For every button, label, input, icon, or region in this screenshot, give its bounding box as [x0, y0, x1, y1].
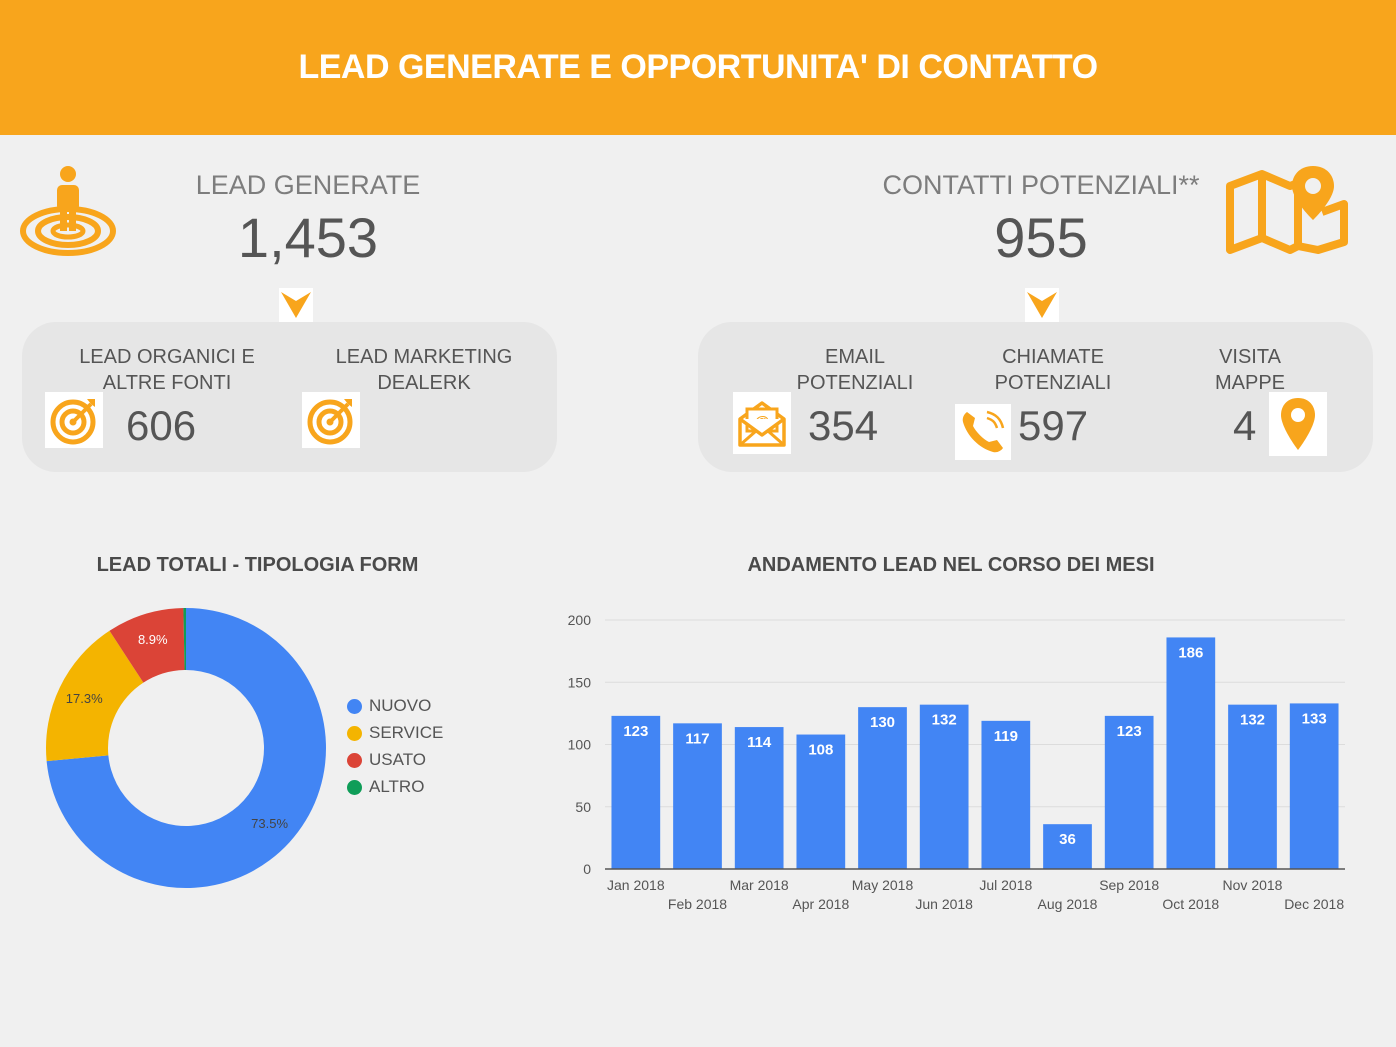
- bar: [611, 715, 661, 869]
- header-bar: LEAD GENERATE E OPPORTUNITA' DI CONTATTO: [0, 0, 1396, 135]
- bar-data-label: 132: [932, 712, 957, 729]
- person-target-icon: [20, 166, 116, 256]
- lead-generate-label: LEAD GENERATE: [195, 170, 421, 200]
- y-tick-label: 100: [568, 737, 592, 753]
- map-pin-icon: [1226, 166, 1348, 254]
- donut-slice-service: [46, 630, 144, 762]
- donut-chart-title: LEAD TOTALI - TIPOLOGIA FORM: [96, 554, 419, 576]
- bar-chart-title: ANDAMENTO LEAD NEL CORSO DEI MESI: [747, 554, 1155, 576]
- bar-data-label: 186: [1178, 644, 1203, 661]
- x-tick-label: Dec 2018: [1284, 896, 1344, 912]
- visita-mappe-label: VISITA MAPPE: [1214, 346, 1286, 394]
- bar-data-label: 119: [994, 728, 1018, 745]
- y-tick-label: 50: [575, 799, 591, 815]
- donut-slice-nuovo: [46, 608, 326, 888]
- donut-slice-label: 73.5%: [251, 816, 288, 831]
- x-tick-label: Apr 2018: [792, 896, 849, 912]
- donut-slice-usato: [109, 608, 185, 683]
- donut-slice-altro: [183, 608, 186, 671]
- bar: [919, 704, 969, 869]
- donut-chart: 73.5% 17.3% 8.9%: [46, 608, 326, 888]
- contatti-potenziali-value: 955: [994, 206, 1088, 269]
- phone-icon: [955, 404, 1011, 460]
- email-potenziali-label: EMAIL POTENZIALI: [796, 346, 914, 394]
- bar: [1104, 715, 1154, 869]
- x-tick-label: Jan 2018: [607, 877, 665, 893]
- legend-swatch: [347, 725, 362, 741]
- x-tick-label: Sep 2018: [1099, 877, 1159, 893]
- bar: [981, 720, 1031, 869]
- bar: [1043, 824, 1092, 869]
- bar: [734, 727, 784, 869]
- bar: [796, 734, 846, 869]
- x-tick-label: Aug 2018: [1038, 896, 1098, 912]
- x-tick-label: Mar 2018: [730, 877, 789, 893]
- lead-marketing-label: LEAD MARKETING DEALERK: [335, 346, 513, 394]
- donut-slice-label: 8.9%: [138, 632, 168, 647]
- bar: [673, 723, 722, 869]
- y-tick-label: 150: [568, 674, 592, 690]
- bar: [1166, 637, 1216, 869]
- down-arrow-icon: [1025, 288, 1059, 322]
- legend-swatch: [347, 779, 362, 795]
- legend-label: SERVICE: [369, 723, 444, 742]
- legend-label: NUOVO: [369, 696, 432, 715]
- bar-data-label: 132: [1240, 712, 1265, 729]
- bar-data-label: 108: [808, 742, 833, 759]
- target-icon: [45, 392, 103, 448]
- lead-organici-label: LEAD ORGANICI E ALTRE FONTI: [79, 346, 255, 394]
- bar-chart: 0 50 100 150 200 123 Jan 2018 117 Feb 2018 114 Mar…: [568, 612, 1345, 912]
- bar: [858, 707, 907, 869]
- legend-item-usato: USATO: [347, 750, 426, 770]
- lead-generate-value: 1,453: [237, 206, 379, 269]
- bar: [1289, 703, 1339, 869]
- bar-data-label: 123: [623, 723, 648, 740]
- legend-label: USATO: [369, 750, 426, 769]
- down-arrow-icon: [279, 288, 313, 322]
- x-tick-label: Nov 2018: [1223, 877, 1283, 893]
- y-tick-label: 0: [583, 861, 591, 877]
- y-tick-label: 200: [568, 612, 592, 628]
- legend-swatch: [347, 698, 362, 714]
- x-tick-label: May 2018: [852, 877, 914, 893]
- donut-slice-label: 17.3%: [66, 691, 103, 706]
- lead-breakdown-panel: [22, 322, 557, 472]
- page-title: LEAD GENERATE E OPPORTUNITA' DI CONTATTO: [298, 48, 1098, 86]
- bar-data-label: 36: [1059, 831, 1076, 848]
- lead-organici-value: 606: [126, 402, 197, 449]
- bar-data-label: 123: [1117, 723, 1142, 740]
- legend-item-altro: ALTRO: [347, 777, 424, 797]
- legend-label: ALTRO: [369, 777, 425, 796]
- x-tick-label: Oct 2018: [1162, 896, 1219, 912]
- x-tick-label: Jun 2018: [915, 896, 973, 912]
- visita-mappe-value: 4: [1233, 402, 1257, 449]
- legend-swatch: [347, 752, 362, 768]
- email-icon: @: [733, 392, 791, 454]
- bar: [1228, 704, 1277, 869]
- x-tick-label: Feb 2018: [668, 896, 727, 912]
- x-tick-label: Jul 2018: [979, 877, 1032, 893]
- target-icon: [302, 392, 360, 448]
- contacts-breakdown-panel: [698, 322, 1373, 472]
- email-potenziali-value: 354: [808, 402, 879, 449]
- bar-data-label: 133: [1302, 710, 1327, 727]
- contatti-potenziali-label: CONTATTI POTENZIALI**: [882, 170, 1200, 200]
- location-pin-icon: [1269, 392, 1327, 456]
- chiamate-potenziali-value: 597: [1018, 402, 1089, 449]
- bar-data-label: 114: [747, 734, 772, 751]
- chiamate-potenziali-label: CHIAMATE POTENZIALI: [994, 346, 1112, 394]
- bar-data-label: 117: [685, 730, 709, 747]
- bar-data-label: 130: [870, 714, 895, 731]
- legend-item-nuovo: NUOVO: [347, 696, 431, 716]
- legend-item-service: SERVICE: [347, 723, 443, 743]
